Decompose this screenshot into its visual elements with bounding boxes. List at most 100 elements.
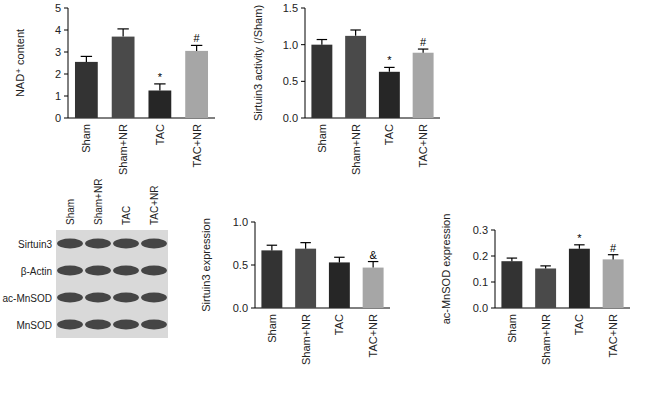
annotation: * (158, 71, 163, 83)
error-line (86, 56, 87, 62)
y-tick (491, 256, 495, 257)
error-cap (368, 261, 378, 262)
band (141, 239, 167, 249)
x-tick-label: Sham+NR (300, 314, 312, 365)
marks (75, 29, 208, 118)
error-cap (191, 45, 202, 46)
lane-label: Sham (65, 199, 76, 225)
band (113, 266, 139, 276)
error-cap (300, 242, 310, 243)
error-bar (154, 84, 165, 91)
x-tick-label: TAC+NR (367, 314, 379, 358)
bar (295, 249, 316, 308)
x-tick-label: Sham (316, 124, 328, 153)
band (113, 293, 139, 303)
error-bar (540, 266, 550, 269)
y-tick (301, 118, 305, 119)
x-tick-label: TAC+NR (417, 124, 429, 168)
y-tick (64, 96, 68, 97)
lane-label: TAC (121, 206, 132, 225)
y-tick-label: 5 (55, 2, 61, 14)
error-cap (317, 39, 327, 40)
x-tick-label: Sham (80, 124, 92, 153)
y-tick-label: 1.0 (233, 216, 248, 228)
y-tick (251, 222, 255, 223)
error-cap (574, 244, 584, 245)
row-label: β-Actin (21, 266, 52, 277)
band (141, 320, 167, 330)
x-tick-label: TAC (154, 124, 166, 145)
annotation: * (387, 54, 392, 66)
error-cap (540, 265, 550, 266)
y-tick (64, 74, 68, 75)
y-tick (301, 44, 305, 45)
y-tick (64, 8, 68, 9)
figure: 012345NAD⁺ content*#ShamSham+NRTACTAC+NR… (0, 0, 654, 413)
annotation: # (610, 242, 617, 254)
band (57, 266, 83, 276)
y-tick-label: 0.5 (283, 75, 298, 87)
x-tick-label: TAC (333, 314, 345, 335)
error-line (613, 255, 614, 260)
error-bar (507, 258, 517, 261)
error-bar (574, 245, 584, 249)
y-tick (301, 81, 305, 82)
x-tick-label: TAC (383, 124, 395, 145)
error-cap (384, 67, 394, 68)
error-bar (81, 56, 92, 62)
band (85, 266, 111, 276)
blot-background (56, 230, 168, 338)
y-tick-label: 0.3 (473, 224, 488, 236)
y-axis (305, 8, 306, 118)
error-cap (350, 29, 360, 30)
bar (413, 53, 434, 118)
y-tick (64, 118, 68, 119)
band (113, 320, 139, 330)
bar (535, 268, 556, 308)
y-tick (491, 230, 495, 231)
y-tick (491, 282, 495, 283)
error-bar (117, 29, 128, 37)
bar-chart: 0.00.10.20.3ac-MnSOD expression*#ShamSha… (440, 214, 630, 365)
marks (311, 30, 433, 118)
error-bar (191, 45, 202, 51)
bar (501, 261, 522, 308)
y-tick-label: 0 (55, 112, 61, 124)
row-label: MnSOD (16, 320, 52, 331)
row-label: ac-MnSOD (3, 293, 52, 304)
band (57, 320, 83, 330)
bar (75, 62, 98, 118)
y-tick-label: 0.5 (233, 259, 248, 271)
error-bar (608, 255, 618, 260)
x-tick-label: TAC (573, 314, 585, 335)
error-bar (368, 262, 378, 268)
annotation: # (194, 32, 201, 44)
error-line (271, 245, 272, 250)
error-bar (334, 257, 344, 262)
y-tick (301, 8, 305, 9)
error-cap (418, 48, 428, 49)
y-tick-label: 0.0 (283, 112, 298, 124)
x-tick-label: Sham (506, 314, 518, 343)
error-line (196, 45, 197, 51)
error-line (159, 84, 160, 91)
bar (261, 250, 282, 308)
bar (363, 268, 384, 308)
x-tick-label: Sham (266, 314, 278, 343)
error-cap (334, 257, 344, 258)
bar (603, 259, 624, 308)
bar (112, 37, 135, 118)
band (85, 320, 111, 330)
bar-chart: 012345NAD⁺ content*#ShamSham+NRTACTAC+NR (14, 2, 215, 175)
band (85, 239, 111, 249)
error-line (339, 257, 340, 262)
marks (261, 243, 383, 308)
x-tick-label: TAC+NR (607, 314, 619, 358)
lane-label: TAC+NR (149, 185, 160, 225)
error-bar (300, 243, 310, 249)
error-cap (154, 83, 165, 84)
y-tick-label: 1.0 (283, 39, 298, 51)
bar (185, 51, 208, 118)
y-tick-label: 0.0 (473, 302, 488, 314)
y-tick-label: 1 (55, 90, 61, 102)
